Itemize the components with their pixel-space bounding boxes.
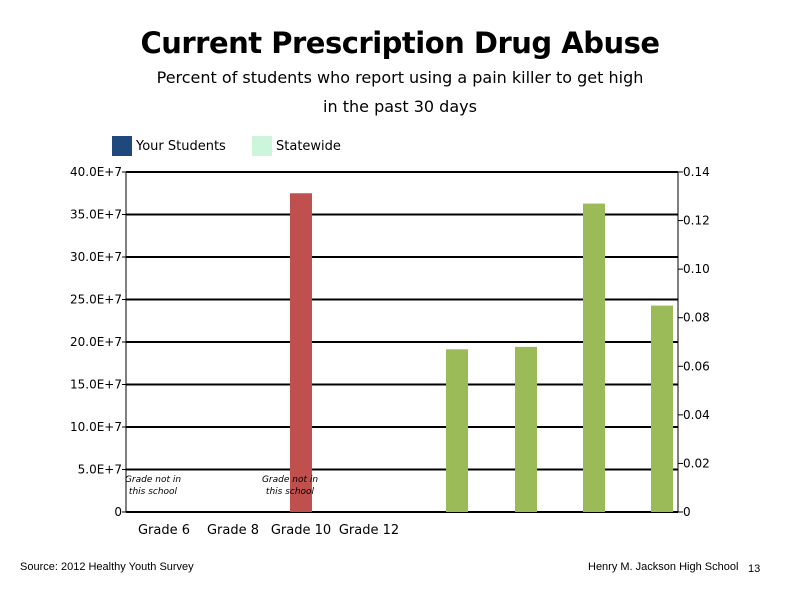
- right-axis-tick-label: 0.02: [683, 456, 710, 470]
- bar-green: [651, 305, 673, 512]
- left-axis-tick-label: 25.0E+7: [70, 293, 122, 307]
- legend-swatch-statewide: [252, 136, 272, 156]
- left-axis-tick-label: 5.0E+7: [78, 463, 122, 477]
- left-axis-tick-label: 30.0E+7: [70, 250, 122, 264]
- legend-swatch-your-students: [112, 136, 132, 156]
- chart-subtitle-line-1: Percent of students who report using a p…: [156, 68, 644, 87]
- left-axis-tick-label: 15.0E+7: [70, 378, 122, 392]
- chart-title: Current Prescription Drug Abuse: [140, 26, 660, 60]
- left-axis-tick-label: 35.0E+7: [70, 208, 122, 222]
- bar-red: [290, 193, 312, 512]
- legend-label-your-students: Your Students: [136, 138, 226, 154]
- school-name: Henry M. Jackson High School: [588, 561, 739, 573]
- right-axis-tick-label: 0: [683, 505, 691, 519]
- left-axis-tick-label: 0: [114, 505, 122, 519]
- right-axis-tick-label: 0.12: [683, 214, 710, 228]
- right-axis-tick-label: 0.04: [683, 408, 710, 422]
- annotation-line-1: Grade not in: [125, 475, 181, 485]
- left-axis-tick-label: 20.0E+7: [70, 335, 122, 349]
- annotation-line-2: this school: [266, 487, 315, 497]
- x-axis-category-label: Grade 8: [207, 523, 259, 538]
- legend-item-statewide: Statewide: [252, 136, 341, 156]
- bar-green: [515, 346, 537, 512]
- right-axis-tick-label: 0.14: [683, 165, 710, 179]
- right-axis-tick-label: 0.06: [683, 359, 710, 373]
- bar-green: [583, 203, 605, 513]
- legend-item-your-students: Your Students: [112, 136, 226, 156]
- legend-label-statewide: Statewide: [276, 138, 341, 154]
- bar-green: [446, 349, 468, 512]
- left-axis-tick-label: 40.0E+7: [70, 165, 122, 179]
- annotation-line-2: this school: [129, 487, 178, 497]
- chart-subtitle-line-2: in the past 30 days: [323, 97, 477, 116]
- source-note: Source: 2012 Healthy Youth Survey: [20, 561, 194, 573]
- page-number: 13: [748, 563, 761, 575]
- x-axis-category-label: Grade 12: [339, 523, 399, 538]
- x-axis-category-label: Grade 6: [138, 523, 190, 538]
- right-axis-tick-label: 0.10: [683, 262, 710, 276]
- left-axis-tick-label: 10.0E+7: [70, 420, 122, 434]
- annotation-line-1: Grade not in: [262, 475, 318, 485]
- x-axis-category-label: Grade 10: [271, 523, 331, 538]
- right-axis-tick-label: 0.08: [683, 311, 710, 325]
